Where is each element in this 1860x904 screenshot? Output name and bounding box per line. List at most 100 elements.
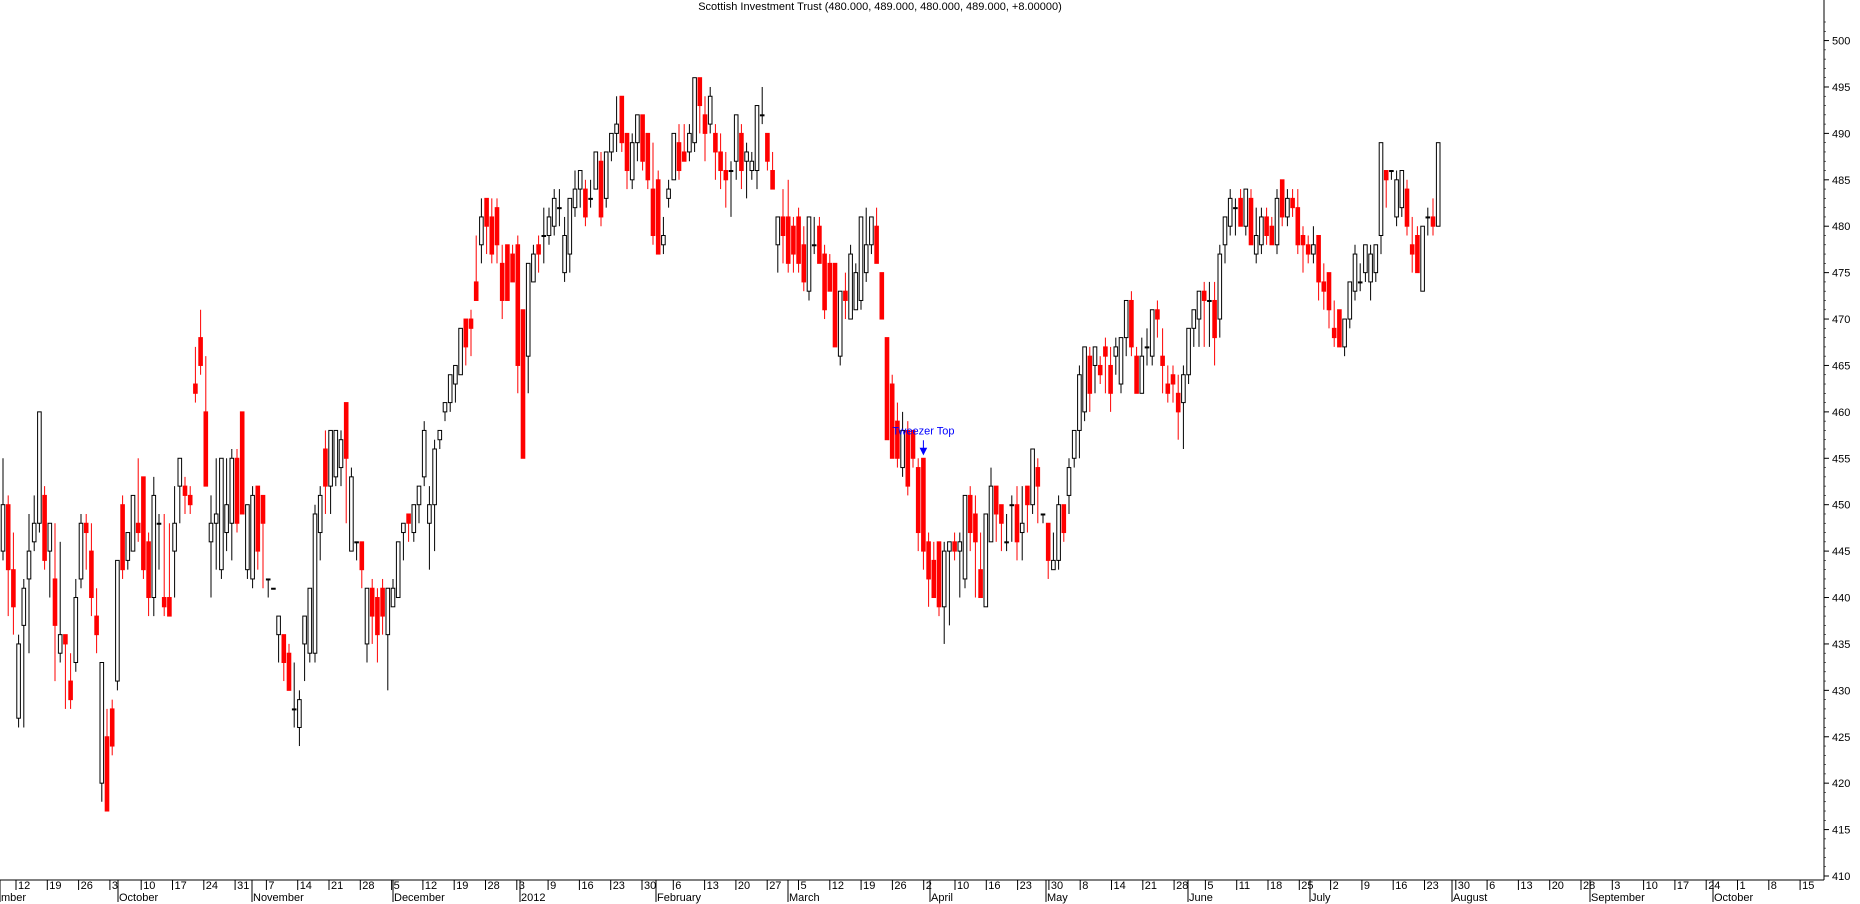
candle-body-down (104, 736, 110, 812)
candle (416, 485, 422, 524)
x-day-label: 23 (1427, 880, 1439, 892)
candle-body-up (479, 216, 484, 246)
candle-body-up (1342, 318, 1347, 348)
candle (1305, 235, 1311, 264)
candle (900, 411, 905, 477)
candle (728, 161, 734, 217)
candle (453, 364, 458, 403)
candle-body-down (42, 494, 47, 561)
candle-body-down (1160, 355, 1165, 366)
candle-body-down (1300, 235, 1306, 246)
candle (967, 486, 973, 552)
candle (265, 578, 271, 598)
candle (702, 96, 708, 162)
candle (161, 513, 167, 617)
candle (1129, 291, 1134, 357)
x-day-label: 28 (488, 880, 500, 892)
candle (567, 197, 573, 273)
candle-body-down (489, 216, 495, 255)
candle (988, 467, 994, 543)
y-tick-label: 460 (1832, 407, 1850, 419)
candle (1425, 207, 1431, 236)
candle (577, 170, 583, 208)
candle-body-down (94, 615, 99, 636)
x-month-label: February (657, 892, 702, 904)
candle (338, 430, 344, 487)
candle (1134, 346, 1139, 394)
candle-body-down (375, 597, 380, 636)
candle-body-down (198, 337, 203, 366)
candle-body-down (1212, 299, 1217, 339)
candle (1144, 328, 1150, 366)
candle-body-up (156, 522, 162, 525)
candle (775, 216, 781, 273)
candle (869, 216, 874, 255)
candle (63, 634, 68, 709)
candle-body-down (905, 429, 911, 487)
x-day-label: 28 (1583, 880, 1595, 892)
candle (999, 504, 1004, 552)
candle-body-up (99, 662, 105, 784)
candle-body-up (276, 615, 281, 636)
candle (109, 699, 115, 756)
candle-body-down (1430, 216, 1436, 227)
candle-body-up (853, 272, 859, 311)
candle (853, 263, 859, 311)
candle-body-down (1155, 309, 1160, 320)
candle (1259, 207, 1264, 255)
candle (1347, 281, 1353, 329)
candle (801, 226, 807, 292)
candle (957, 532, 963, 598)
x-day-label: 28 (362, 880, 374, 892)
candle-body-down (822, 253, 827, 311)
candle (785, 179, 791, 273)
candle (1071, 429, 1077, 468)
candle-body-down (827, 262, 833, 292)
candle-body-up (1196, 290, 1202, 320)
candle-body-up (900, 429, 905, 469)
y-tick-label: 470 (1832, 314, 1850, 326)
x-day-label: 9 (550, 880, 556, 892)
candle (1378, 142, 1384, 255)
candle-body-down (52, 578, 58, 626)
x-day-label: 16 (1395, 880, 1407, 892)
candle-body-down (63, 634, 68, 645)
candle-body-down (193, 383, 198, 394)
candle (629, 133, 635, 190)
candle (213, 458, 219, 570)
candle (1061, 504, 1067, 542)
candle-body-down (1170, 374, 1176, 385)
candle (1311, 226, 1316, 264)
candle-body-up (806, 216, 812, 292)
candle-body-down (915, 467, 921, 534)
candle-body-up (432, 448, 437, 506)
x-day-label: 10 (1646, 880, 1658, 892)
candle-body-up (1113, 346, 1119, 357)
candle (203, 356, 209, 487)
candle-body-up (1425, 216, 1431, 219)
candle (1082, 346, 1087, 422)
candle (1139, 337, 1145, 394)
candle-body-down (1331, 327, 1337, 339)
candle (780, 189, 786, 264)
candle (286, 643, 292, 691)
candle-body-down (536, 244, 541, 255)
price-axis: 410 415 420 425 430 435 440 445 450 455 460 465 470 4… (1823, 0, 1850, 883)
candle-body-up (390, 587, 396, 608)
y-tick-label: 495 (1832, 82, 1850, 94)
annotation-layer: Tweezer Top (892, 425, 954, 456)
candle-body-up (728, 170, 734, 173)
candle (593, 151, 599, 190)
candle-body-up (208, 522, 214, 543)
candle (130, 494, 136, 552)
candle-body-down (936, 541, 942, 608)
candle (1040, 513, 1046, 524)
candle (89, 523, 94, 617)
candle (141, 476, 146, 579)
candle (588, 179, 593, 208)
candle (1019, 486, 1025, 561)
candle-body-down (723, 170, 729, 181)
candle-body-up (546, 216, 552, 237)
candle (962, 494, 968, 589)
date-axis: 12 19 26 3 10 17 24 31 7 14 21 28 5 12 19 28 3 9 16 23 30 6 13… (0, 879, 1824, 904)
